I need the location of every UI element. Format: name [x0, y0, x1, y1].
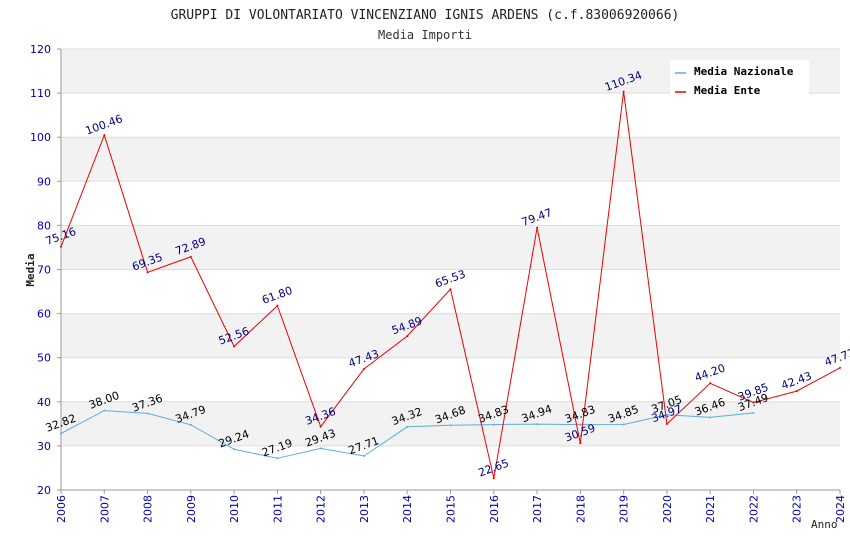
x-tick-label: 2018: [574, 495, 587, 523]
data-label: 61.80: [260, 284, 294, 307]
data-point: [536, 423, 539, 426]
y-tick-label: 120: [30, 43, 51, 56]
data-point: [319, 447, 322, 450]
data-point: [406, 335, 409, 338]
x-tick-label: 2009: [185, 495, 198, 523]
data-label: 42.43: [780, 369, 814, 392]
x-tick-label: 2006: [55, 495, 68, 523]
x-tick-label: 2020: [661, 495, 674, 523]
data-point: [189, 423, 192, 426]
data-point: [579, 423, 582, 426]
data-point: [449, 424, 452, 427]
x-tick-label: 2023: [791, 495, 804, 523]
data-point: [622, 90, 625, 93]
x-tick-label: 2017: [531, 495, 544, 523]
data-point: [406, 425, 409, 428]
data-point: [189, 255, 192, 258]
data-label: 65.53: [433, 267, 467, 290]
legend-label-ente: Media Ente: [694, 84, 761, 97]
data-point: [752, 401, 755, 404]
x-tick-label: 2011: [271, 495, 284, 523]
y-tick-label: 20: [37, 484, 51, 497]
data-point: [449, 288, 452, 291]
x-tick-label: 2012: [315, 495, 328, 523]
x-tick-label: 2019: [618, 495, 631, 523]
y-tick-label: 40: [37, 396, 51, 409]
x-tick-label: 2010: [228, 495, 241, 523]
data-point: [622, 423, 625, 426]
y-tick-label: 70: [37, 264, 51, 277]
data-label: 100.46: [84, 112, 125, 137]
data-point: [319, 425, 322, 428]
data-point: [60, 432, 62, 435]
y-tick-labels: 20 30 40 50 60 70 80 90 100 110 120: [30, 43, 51, 497]
x-tick-label: 2021: [704, 495, 717, 523]
plot-band: [61, 313, 840, 358]
legend: Media Nazionale Media Ente: [670, 60, 809, 98]
x-tick-label: 2007: [98, 495, 111, 523]
data-point: [839, 366, 841, 369]
y-tick-label: 50: [37, 352, 51, 365]
data-point: [276, 304, 279, 307]
y-tick-label: 80: [37, 219, 51, 232]
data-point: [146, 271, 149, 274]
axes: [57, 48, 841, 494]
data-point: [60, 245, 62, 248]
series-lines: [60, 90, 841, 480]
x-axis-label: Anno: [811, 518, 838, 531]
x-tick-label: 2013: [358, 495, 371, 523]
data-point: [233, 448, 236, 451]
x-tick-label: 2016: [488, 495, 501, 523]
data-point: [103, 409, 106, 412]
x-tick-label: 2022: [747, 495, 760, 523]
legend-box: [670, 60, 809, 98]
data-point: [362, 454, 365, 457]
data-point: [709, 382, 712, 385]
gridlines: [61, 48, 840, 491]
plot-background: [61, 49, 840, 446]
data-point: [665, 422, 668, 425]
data-point: [709, 416, 712, 419]
data-point: [146, 412, 149, 415]
data-point: [752, 411, 755, 414]
data-point: [665, 413, 668, 416]
data-point: [103, 134, 106, 137]
y-axis-label: Media: [24, 253, 37, 286]
x-tick-label: 2015: [445, 495, 458, 523]
y-tick-label: 100: [30, 131, 51, 144]
data-point: [362, 368, 365, 371]
data-point: [492, 477, 495, 480]
data-label: 44.20: [693, 361, 727, 384]
chart-title: GRUPPI DI VOLONTARIATO VINCENZIANO IGNIS…: [171, 8, 680, 23]
data-point: [492, 423, 495, 426]
plot-band: [61, 225, 840, 270]
y-tick-label: 110: [30, 87, 51, 100]
y-tick-label: 30: [37, 440, 51, 453]
y-tick-label: 90: [37, 175, 51, 188]
data-point: [276, 457, 279, 460]
y-tick-label: 60: [37, 308, 51, 321]
data-point: [536, 226, 539, 229]
data-point: [795, 390, 798, 393]
data-point: [579, 442, 582, 445]
x-tick-label: 2014: [401, 495, 414, 523]
x-tick-label: 2008: [142, 495, 155, 523]
x-tick-labels: 2006 2007 2008 2009 2010 2011 2012 2013 2014 2015…: [55, 495, 847, 523]
legend-label-nazionale: Media Nazionale: [694, 65, 794, 78]
x-tick-label: 2024: [834, 495, 847, 523]
chart-subtitle: Media Importi: [378, 28, 472, 42]
plot-band: [61, 137, 840, 182]
data-point: [233, 345, 236, 348]
